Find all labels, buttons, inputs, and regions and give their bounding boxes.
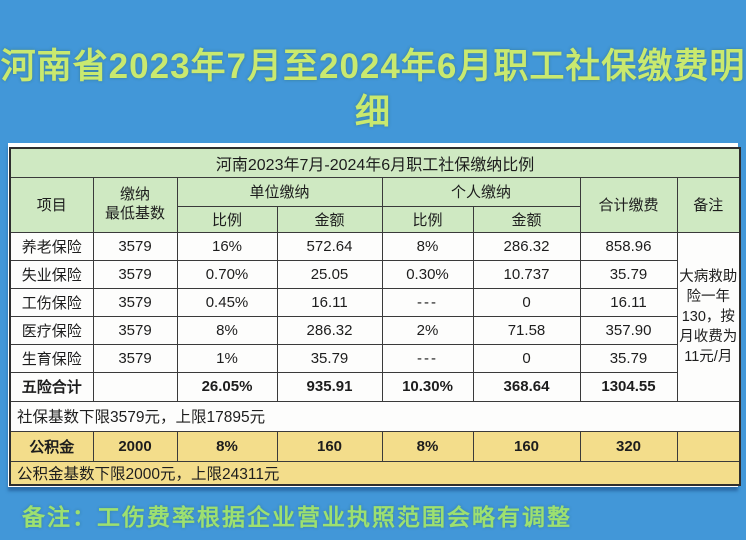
col-header-employer-group: 单位缴纳 bbox=[176, 176, 383, 207]
cell-employer-amount: 160 bbox=[276, 430, 383, 462]
cell-min-base: 3579 bbox=[92, 287, 178, 317]
cell-remark-empty bbox=[676, 430, 741, 462]
page-title: 河南省2023年7月至2024年6月职工社保缴费明细 bbox=[0, 47, 746, 132]
cell-personal-ratio: 8% bbox=[381, 231, 474, 261]
cell-total: 35.79 bbox=[579, 343, 678, 373]
cell-min-base: 3579 bbox=[92, 343, 178, 373]
cell-personal-ratio: 0.30% bbox=[381, 259, 474, 289]
cell-employer-ratio: 8% bbox=[176, 430, 278, 462]
header-row-1: 项目 缴纳 最低基数 单位缴纳 个人缴纳 合计缴费 备注 bbox=[9, 176, 741, 233]
row-item-label: 工伤保险 bbox=[9, 287, 94, 317]
cell-personal-amount: 0 bbox=[472, 287, 581, 317]
fund-base-note-row: 公积金基数下限2000元，上限24311元 bbox=[9, 460, 741, 485]
cell-employer-amount: 25.05 bbox=[276, 259, 383, 289]
row-item-label: 五险合计 bbox=[9, 371, 94, 402]
col-header-total: 合计缴费 bbox=[579, 176, 678, 233]
row-item-label: 医疗保险 bbox=[9, 315, 94, 345]
cell-employer-amount: 935.91 bbox=[276, 371, 383, 402]
cell-min-base: 2000 bbox=[92, 430, 178, 462]
cell-total: 858.96 bbox=[579, 231, 678, 261]
col-header-personal-ratio: 比例 bbox=[381, 205, 474, 233]
cell-employer-ratio: 26.05% bbox=[176, 371, 278, 402]
cell-min-base: 3579 bbox=[92, 259, 178, 289]
cell-personal-amount: 286.32 bbox=[472, 231, 581, 261]
cell-personal-ratio: 10.30% bbox=[381, 371, 474, 402]
table-row-five-insurance-total: 五险合计 26.05% 935.91 10.30% 368.64 1304.55 bbox=[9, 371, 740, 402]
table-row-unemployment: 失业保险 3579 0.70% 25.05 0.30% 10.737 35.79 bbox=[9, 259, 740, 289]
table-row-housing-fund: 公积金 2000 8% 160 8% 160 320 bbox=[9, 430, 741, 462]
cell-personal-ratio: --- bbox=[381, 287, 474, 317]
cell-min-base bbox=[92, 371, 178, 402]
cell-total: 320 bbox=[579, 430, 678, 462]
cell-personal-amount: 368.64 bbox=[472, 371, 581, 402]
insurance-table: 河南2023年7月-2024年6月职工社保缴纳比例 项目 缴纳 最低基数 单位缴… bbox=[9, 147, 742, 486]
cell-employer-amount: 286.32 bbox=[276, 315, 383, 345]
cell-min-base: 3579 bbox=[92, 231, 178, 261]
col-header-employer-ratio: 比例 bbox=[176, 205, 278, 233]
cell-employer-amount: 35.79 bbox=[276, 343, 383, 373]
social-base-note-row: 社保基数下限3579元，上限17895元 bbox=[9, 400, 741, 432]
table-row-work-injury: 工伤保险 3579 0.45% 16.11 --- 0 16.11 bbox=[9, 287, 740, 317]
header-row-2: 比例 金额 比例 金额 bbox=[10, 205, 740, 233]
row-item-label: 公积金 bbox=[9, 430, 94, 462]
cell-total: 16.11 bbox=[579, 287, 678, 317]
col-header-personal-group: 个人缴纳 bbox=[381, 176, 581, 207]
social-base-note: 社保基数下限3579元，上限17895元 bbox=[9, 400, 741, 432]
col-header-min-base: 缴纳 最低基数 bbox=[92, 176, 178, 233]
col-header-item: 项目 bbox=[9, 176, 94, 233]
cell-personal-amount: 160 bbox=[472, 430, 581, 462]
table-caption: 河南2023年7月-2024年6月职工社保缴纳比例 bbox=[9, 147, 741, 178]
table-row-maternity: 生育保险 3579 1% 35.79 --- 0 35.79 bbox=[9, 343, 740, 373]
cell-min-base: 3579 bbox=[92, 315, 178, 345]
col-header-employer-amount: 金额 bbox=[276, 205, 383, 233]
fund-base-note: 公积金基数下限2000元，上限24311元 bbox=[9, 460, 741, 485]
row-item-label: 生育保险 bbox=[9, 343, 94, 373]
row-item-label: 失业保险 bbox=[9, 259, 94, 289]
cell-employer-ratio: 16% bbox=[176, 231, 278, 261]
insurance-table-sheet: 河南2023年7月-2024年6月职工社保缴纳比例 项目 缴纳 最低基数 单位缴… bbox=[8, 143, 742, 487]
col-header-remark: 备注 bbox=[676, 176, 741, 233]
table-row-medical: 医疗保险 3579 8% 286.32 2% 71.58 357.90 bbox=[9, 315, 740, 345]
cell-personal-amount: 0 bbox=[472, 343, 581, 373]
cell-personal-amount: 71.58 bbox=[472, 315, 581, 345]
cell-personal-amount: 10.737 bbox=[472, 259, 581, 289]
cell-total: 1304.55 bbox=[579, 371, 678, 402]
cell-total: 35.79 bbox=[579, 259, 678, 289]
cell-personal-ratio: 8% bbox=[381, 430, 474, 462]
remark-note-cell: 大病救助 险一年 130，按 月收费为 11元/月 bbox=[676, 231, 741, 402]
cell-employer-ratio: 1% bbox=[176, 343, 278, 373]
cell-employer-ratio: 0.70% bbox=[176, 259, 278, 289]
col-header-personal-amount: 金额 bbox=[472, 205, 581, 233]
cell-personal-ratio: 2% bbox=[381, 315, 474, 345]
table-row-pension: 养老保险 3579 16% 572.64 8% 286.32 858.96 大病… bbox=[9, 231, 741, 402]
cell-total: 357.90 bbox=[579, 315, 678, 345]
footer-note: 备注：工伤费率根据企业营业执照范围会略有调整 bbox=[22, 503, 572, 530]
row-item-label: 养老保险 bbox=[9, 231, 94, 261]
cell-employer-amount: 572.64 bbox=[276, 231, 383, 261]
cell-employer-ratio: 8% bbox=[176, 315, 278, 345]
cell-personal-ratio: --- bbox=[381, 343, 474, 373]
cell-employer-ratio: 0.45% bbox=[176, 287, 278, 317]
cell-employer-amount: 16.11 bbox=[276, 287, 383, 317]
table-caption-row: 河南2023年7月-2024年6月职工社保缴纳比例 bbox=[9, 147, 741, 178]
